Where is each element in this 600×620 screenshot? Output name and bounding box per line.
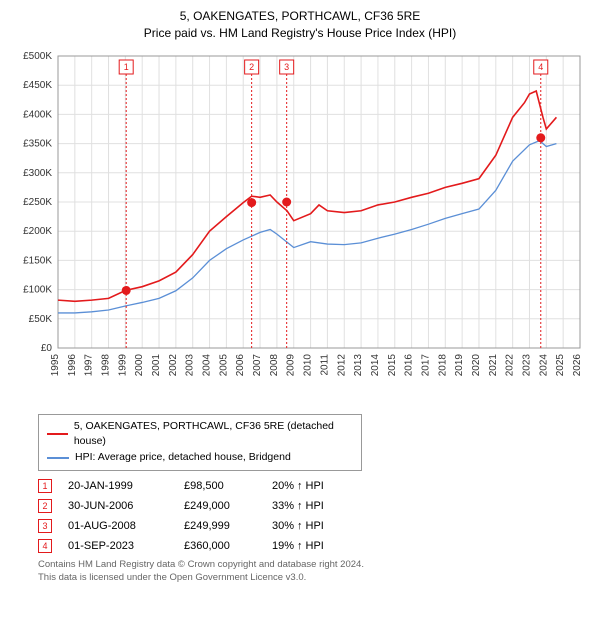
svg-text:2020: 2020 <box>471 353 482 376</box>
event-marker: 2 <box>38 499 52 513</box>
event-marker: 1 <box>38 479 52 493</box>
svg-text:£50K: £50K <box>29 313 53 324</box>
svg-text:2022: 2022 <box>505 353 516 376</box>
event-price: £249,000 <box>184 500 256 512</box>
svg-text:2021: 2021 <box>488 353 499 376</box>
svg-text:2008: 2008 <box>269 353 280 376</box>
svg-text:£350K: £350K <box>23 138 52 149</box>
svg-text:1: 1 <box>124 62 129 72</box>
svg-text:£150K: £150K <box>23 255 52 266</box>
arrow-up-icon: ↑ <box>297 540 303 552</box>
event-row: 4 01-SEP-2023 £360,000 19% ↑ HPI <box>38 539 590 553</box>
svg-text:2012: 2012 <box>336 353 347 376</box>
svg-text:1999: 1999 <box>117 353 128 376</box>
svg-text:2016: 2016 <box>404 353 415 376</box>
legend-row-1: 5, OAKENGATES, PORTHCAWL, CF36 5RE (deta… <box>47 419 353 451</box>
event-pct: 19% ↑ HPI <box>272 540 324 552</box>
svg-text:2023: 2023 <box>521 353 532 376</box>
event-marker: 3 <box>38 519 52 533</box>
legend: 5, OAKENGATES, PORTHCAWL, CF36 5RE (deta… <box>38 414 362 471</box>
svg-text:3: 3 <box>284 62 289 72</box>
svg-text:1995: 1995 <box>50 353 61 376</box>
svg-text:2024: 2024 <box>538 353 549 376</box>
svg-text:2000: 2000 <box>134 353 145 376</box>
svg-text:£300K: £300K <box>23 167 52 178</box>
svg-text:£500K: £500K <box>23 51 52 62</box>
svg-text:2025: 2025 <box>555 353 566 376</box>
svg-text:2005: 2005 <box>218 353 229 376</box>
svg-text:£200K: £200K <box>23 226 52 237</box>
event-date: 01-AUG-2008 <box>68 520 168 532</box>
svg-text:2026: 2026 <box>572 353 583 376</box>
legend-swatch-1 <box>47 433 68 435</box>
arrow-up-icon: ↑ <box>297 520 303 532</box>
legend-label-1: 5, OAKENGATES, PORTHCAWL, CF36 5RE (deta… <box>74 419 353 451</box>
svg-text:1998: 1998 <box>101 353 112 376</box>
events-table: 1 20-JAN-1999 £98,500 20% ↑ HPI 2 30-JUN-2006… <box>38 479 590 553</box>
svg-text:2004: 2004 <box>202 353 213 376</box>
svg-text:1997: 1997 <box>84 353 95 376</box>
svg-text:4: 4 <box>538 62 543 72</box>
svg-text:£450K: £450K <box>23 80 52 91</box>
title-line-1: 5, OAKENGATES, PORTHCAWL, CF36 5RE <box>10 8 590 25</box>
event-date: 30-JUN-2006 <box>68 500 168 512</box>
event-pct: 20% ↑ HPI <box>272 480 324 492</box>
footer: Contains HM Land Registry data © Crown c… <box>38 559 590 585</box>
svg-text:2009: 2009 <box>286 353 297 376</box>
svg-text:£250K: £250K <box>23 197 52 208</box>
svg-text:2006: 2006 <box>235 353 246 376</box>
arrow-up-icon: ↑ <box>297 500 303 512</box>
legend-row-2: HPI: Average price, detached house, Brid… <box>47 450 353 466</box>
event-pct: 30% ↑ HPI <box>272 520 324 532</box>
svg-text:£100K: £100K <box>23 284 52 295</box>
svg-text:2002: 2002 <box>168 353 179 376</box>
event-date: 01-SEP-2023 <box>68 540 168 552</box>
svg-text:2: 2 <box>249 62 254 72</box>
event-price: £249,999 <box>184 520 256 532</box>
svg-text:2010: 2010 <box>303 353 314 376</box>
event-row: 3 01-AUG-2008 £249,999 30% ↑ HPI <box>38 519 590 533</box>
svg-text:2017: 2017 <box>420 353 431 376</box>
chart-svg: £0 £50K £100K £150K £200K £250K £300K £350K £400… <box>10 48 590 408</box>
svg-text:2019: 2019 <box>454 353 465 376</box>
footer-line-1: Contains HM Land Registry data © Crown c… <box>38 559 590 572</box>
legend-swatch-2 <box>47 457 69 459</box>
event-row: 2 30-JUN-2006 £249,000 33% ↑ HPI <box>38 499 590 513</box>
svg-text:£400K: £400K <box>23 109 52 120</box>
event-row: 1 20-JAN-1999 £98,500 20% ↑ HPI <box>38 479 590 493</box>
svg-text:2018: 2018 <box>437 353 448 376</box>
legend-label-2: HPI: Average price, detached house, Brid… <box>75 450 291 466</box>
event-marker: 4 <box>38 539 52 553</box>
chart-area: £0 £50K £100K £150K £200K £250K £300K £350K £400… <box>10 48 590 408</box>
footer-line-2: This data is licensed under the Open Gov… <box>38 572 590 585</box>
event-price: £98,500 <box>184 480 256 492</box>
title-line-2: Price paid vs. HM Land Registry's House … <box>10 25 590 42</box>
event-price: £360,000 <box>184 540 256 552</box>
event-date: 20-JAN-1999 <box>68 480 168 492</box>
svg-text:1996: 1996 <box>67 353 78 376</box>
svg-text:£0: £0 <box>41 343 53 354</box>
chart-title: 5, OAKENGATES, PORTHCAWL, CF36 5RE Price… <box>10 8 590 42</box>
svg-text:2013: 2013 <box>353 353 364 376</box>
svg-text:2015: 2015 <box>387 353 398 376</box>
svg-text:2003: 2003 <box>185 353 196 376</box>
svg-text:2007: 2007 <box>252 353 263 376</box>
svg-text:2014: 2014 <box>370 353 381 376</box>
svg-text:2001: 2001 <box>151 353 162 376</box>
svg-text:2011: 2011 <box>319 353 330 375</box>
arrow-up-icon: ↑ <box>297 480 303 492</box>
event-pct: 33% ↑ HPI <box>272 500 324 512</box>
